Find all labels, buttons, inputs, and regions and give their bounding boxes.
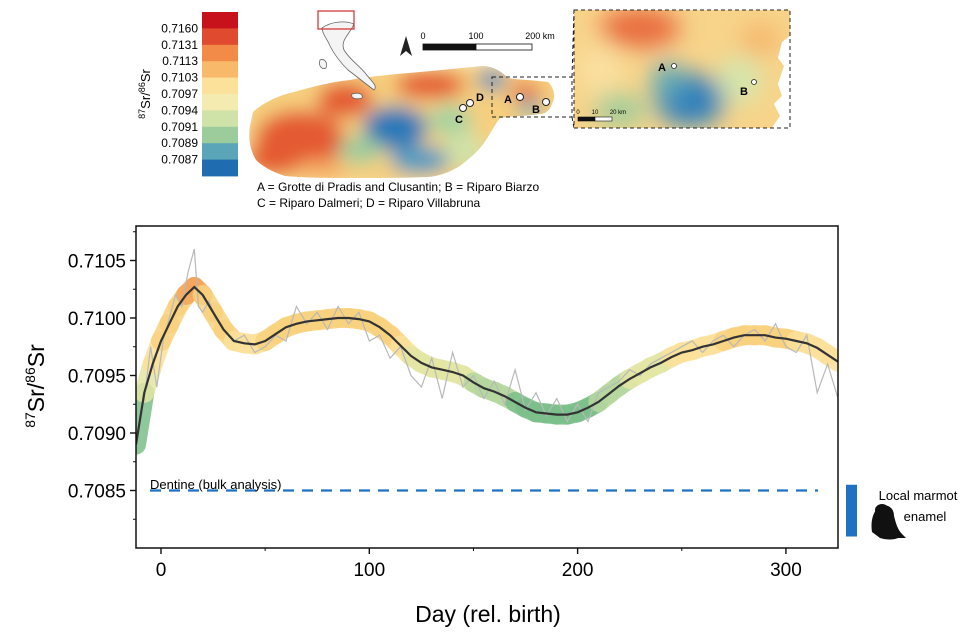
legend-bin-7 [202,126,238,144]
legend-bin-label-3: 0.7103 [161,71,198,85]
x-tick-label-2: 200 [562,560,594,581]
legend-bin-label-4: 0.7097 [161,87,198,101]
map-scale-bar: 0 100 200 km [420,31,555,51]
y-tick-label-4: 0.7105 [68,252,126,273]
inset-scale-label-20: 20 km [610,110,626,116]
scale-label-100: 100 [468,31,483,41]
local-marmot-enamel-bar [846,484,857,537]
legend-bin-5 [202,94,238,111]
inset-site-b-label: B [740,86,748,98]
legend-bin-6 [202,110,238,128]
y-tick-label-3: 0.7100 [68,309,126,330]
legend-bin-label-6: 0.7091 [161,120,198,134]
legend-bin-label-1: 0.7131 [161,38,198,52]
legend-bin-label-2: 0.7113 [162,54,198,68]
legend-bin-1 [202,28,238,46]
y-tick-label-0: 0.7085 [68,482,126,503]
north-arrow-icon [400,36,412,56]
raw-series-line [136,248,838,445]
map-site-c-label: C [455,114,463,126]
marmot-silhouette-icon [871,504,906,540]
smoothed-series-line [136,285,838,445]
smoothed-band [136,276,838,455]
map-site-markers: A B C D [455,92,550,126]
marmot-label-line-2: enamel [904,509,947,524]
inset-frame [573,9,791,129]
x-tick-label-3: 300 [770,560,802,581]
legend-bin-3 [202,61,238,78]
inset-scale-label-10: 10 [592,110,599,116]
scale-label-200: 200 km [525,31,555,41]
map-zoom-box [491,76,573,118]
map-site-d-label: D [476,92,484,104]
map-site-a-label: A [504,94,512,106]
inset-map: A B 0 10 20 km [573,9,791,129]
inset-site-a-label: A [658,62,666,74]
map-site-b-label: B [532,104,540,116]
italy-locator [317,10,376,100]
main-chart: 0.7085 0.7090 0.7095 0.7100 0.7105 0 100 200 30… [22,225,958,627]
y-tick-label-1: 0.7090 [68,424,126,445]
legend-bin-label-7: 0.7089 [161,136,198,150]
map-caption-line-2: C = Riparo Dalmeri; D = Riparo Villabrun… [257,196,481,210]
legend-bin-label-8: 0.7087 [161,153,198,167]
y-tick-label-2: 0.7095 [68,367,126,388]
x-axis-ticks: 0 100 200 300 [156,548,802,581]
inset-scale-bar: 0 10 20 km [576,110,626,122]
x-tick-label-0: 0 [156,560,167,581]
scale-label-0: 0 [420,31,425,41]
x-tick-label-1: 100 [353,560,385,581]
legend-bin-label-0: 0.7160 [161,21,198,35]
legend-bins: 0.7160 0.7131 0.7113 0.7103 0.7097 0.7094 0.70… [161,12,238,177]
marmot-label-line-1: Local marmot [879,488,958,503]
legend-bin-2 [202,44,238,62]
color-legend: 87Sr/86Sr 0.7160 0.7131 0.7113 0.7103 0.7097… [137,12,238,177]
legend-bin-8 [202,143,238,160]
legend-bin-label-5: 0.7094 [161,103,198,117]
y-axis-ticks: 0.7085 0.7090 0.7095 0.7100 0.7105 [68,231,136,520]
legend-bin-4 [202,77,238,95]
sr-isoscape-map: A B C D 0 100 200 km [249,9,575,178]
y-axis-title: 87Sr/86Sr [22,344,49,428]
inset-scale-label-0: 0 [576,110,580,116]
legend-bin-0 [202,12,238,29]
legend-ylabel: 87Sr/86Sr [137,69,153,119]
dentine-label: Dentine (bulk analysis) [150,477,282,492]
x-axis-title: Day (rel. birth) [415,601,561,627]
map-caption-line-1: A = Grotte di Pradis and Clusantin; B = … [257,180,539,194]
plot-frame [135,225,839,549]
legend-bin-9 [202,159,238,177]
